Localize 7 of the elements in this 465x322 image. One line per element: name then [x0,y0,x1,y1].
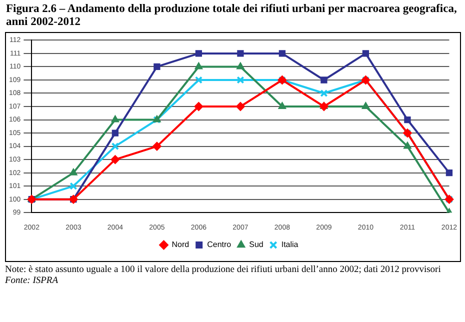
legend-label: Centro [207,240,232,250]
legend-label: Sud [249,240,264,250]
legend-label: Italia [281,240,299,250]
legend-label: Nord [172,240,190,250]
source-note: Fonte: ISPRA [4,276,60,287]
chart-title: Figura 2.6 – Andamento della produzione totale dei rifiuti urbani per macroarea geografica, anni 2002-2012 [5,2,458,29]
text: Note: è stato assunto uguale a 100 il valore della produzione dei rifiuti urbani dell’anno 2002; dati 2012 provvisori [4,265,442,276]
